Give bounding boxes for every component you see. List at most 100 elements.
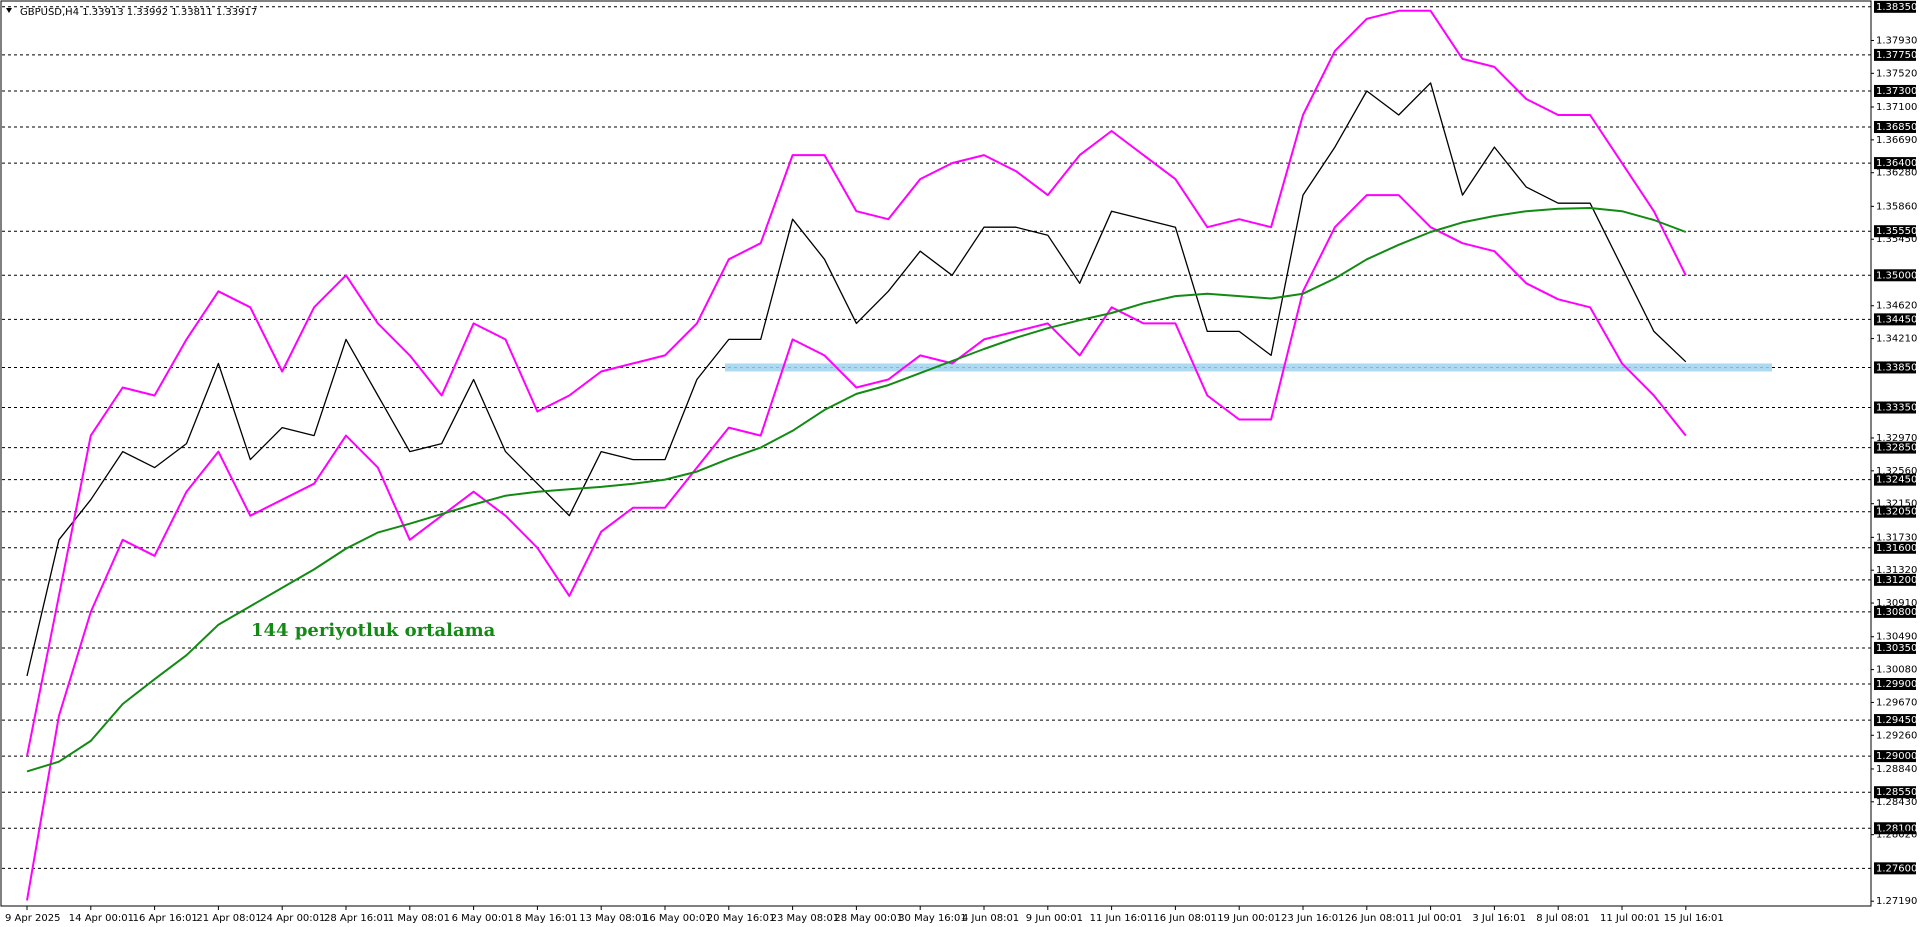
y-tick-label: 1.32150 [1876, 499, 1917, 510]
support-zone [725, 363, 1772, 372]
level-label: 1.35000 [1876, 270, 1917, 281]
price-line [26, 82, 1687, 677]
moving-average [26, 207, 1687, 773]
level-label: 1.31600 [1876, 543, 1917, 554]
x-tick-label: 11 Jun 16:01 [1090, 913, 1154, 924]
x-tick-label: 28 Apr 16:01 [324, 913, 389, 924]
level-label: 1.32050 [1876, 507, 1917, 518]
y-tick-label: 1.28020 [1876, 830, 1917, 841]
y-tick-label: 1.36280 [1876, 168, 1917, 179]
x-tick-label: 16 Apr 16:01 [133, 913, 198, 924]
level-box [1874, 157, 1916, 170]
x-tick-label: 20 May 16:01 [707, 913, 776, 924]
level-label: 1.29450 [1876, 715, 1917, 726]
x-tick-label: 8 Jul 08:01 [1536, 913, 1590, 924]
level-box [1874, 862, 1916, 875]
y-tick-label: 1.28840 [1876, 764, 1917, 775]
level-box [1874, 473, 1916, 486]
x-tick-label: 8 May 16:01 [515, 913, 577, 924]
y-tick-label: 1.30490 [1876, 632, 1917, 643]
x-tick-label: 23 May 08:01 [771, 913, 840, 924]
y-tick-label: 1.37520 [1876, 68, 1917, 79]
level-box [1874, 361, 1916, 374]
x-tick-label: 21 Apr 08:01 [196, 913, 261, 924]
x-tick-label: 26 Jun 08:01 [1345, 913, 1409, 924]
y-tick-label: 1.34210 [1876, 334, 1917, 345]
level-box [1874, 269, 1916, 282]
level-label: 1.27600 [1876, 863, 1917, 874]
level-box [1874, 573, 1916, 586]
x-tick-label: 9 Apr 2025 [5, 913, 60, 924]
level-box [1874, 0, 1916, 13]
level-box [1874, 84, 1916, 97]
level-label: 1.33350 [1876, 403, 1917, 414]
level-box [1874, 714, 1916, 727]
y-tick-label: 1.32560 [1876, 466, 1917, 477]
x-tick-label: 4 Jun 08:01 [962, 913, 1019, 924]
level-box [1874, 313, 1916, 326]
level-label: 1.30350 [1876, 643, 1917, 654]
y-tick-label: 1.37930 [1876, 35, 1917, 46]
x-tick-label: 13 May 08:01 [579, 913, 648, 924]
level-label: 1.36850 [1876, 122, 1917, 133]
level-label: 1.37750 [1876, 50, 1917, 61]
level-box [1874, 641, 1916, 654]
chart-title: GBPUSD,H4 1.33913 1.33992 1.33811 1.3391… [20, 7, 257, 18]
x-tick-label: 11 Jul 00:01 [1600, 913, 1660, 924]
y-tick-label: 1.31730 [1876, 532, 1917, 543]
level-box [1874, 678, 1916, 691]
annotation: 144 periyotluk ortalama [251, 620, 496, 641]
level-box [1874, 541, 1916, 554]
x-tick-label: 24 Apr 00:01 [260, 913, 325, 924]
level-box [1874, 121, 1916, 134]
level-box [1874, 822, 1916, 835]
x-tick-label: 3 Jul 16:01 [1472, 913, 1526, 924]
level-label: 1.38350 [1876, 2, 1917, 13]
y-tick-label: 1.35860 [1876, 201, 1917, 212]
x-tick-label: 14 Apr 00:01 [69, 913, 134, 924]
x-tick-label: 30 May 16:01 [898, 913, 967, 924]
level-box [1874, 750, 1916, 763]
level-box [1874, 48, 1916, 61]
level-label: 1.33850 [1876, 362, 1917, 373]
band-line [26, 9, 1687, 757]
level-label: 1.31200 [1876, 575, 1917, 586]
x-tick-label: 28 May 00:01 [834, 913, 903, 924]
level-label: 1.28550 [1876, 787, 1917, 798]
x-tick-label: 6 May 00:01 [452, 913, 514, 924]
level-label: 1.30800 [1876, 607, 1917, 618]
y-tick-label: 1.30910 [1876, 598, 1917, 609]
y-tick-label: 1.37100 [1876, 102, 1917, 113]
band-line [26, 194, 1687, 901]
level-label: 1.29000 [1876, 751, 1917, 762]
level-box [1874, 441, 1916, 454]
y-tick-label: 1.35450 [1876, 234, 1917, 245]
level-box [1874, 786, 1916, 799]
x-tick-label: 1 May 08:01 [388, 913, 450, 924]
level-label: 1.32850 [1876, 443, 1917, 454]
level-box [1874, 401, 1916, 414]
y-tick-label: 1.36690 [1876, 135, 1917, 146]
level-box [1874, 505, 1916, 518]
y-tick-label: 1.29670 [1876, 697, 1917, 708]
y-tick-label: 1.27190 [1876, 896, 1917, 907]
level-label: 1.32450 [1876, 475, 1917, 486]
y-tick-label: 1.34620 [1876, 301, 1917, 312]
y-tick-label: 1.32970 [1876, 433, 1917, 444]
x-tick-label: 9 Jun 00:01 [1026, 913, 1083, 924]
level-label: 1.34450 [1876, 314, 1917, 325]
level-label: 1.28100 [1876, 823, 1917, 834]
y-tick-label: 1.28430 [1876, 797, 1917, 808]
x-tick-label: 15 Jul 16:01 [1664, 913, 1724, 924]
x-tick-label: 16 May 00:01 [643, 913, 712, 924]
menu-arrow[interactable] [6, 8, 12, 13]
x-tick-label: 19 Jun 00:01 [1217, 913, 1281, 924]
plot-frame [0, 0, 1872, 907]
y-tick-label: 1.31320 [1876, 565, 1917, 576]
y-tick-label: 1.29260 [1876, 730, 1917, 741]
level-box [1874, 605, 1916, 618]
x-tick-label: 23 Jun 16:01 [1281, 913, 1345, 924]
level-label: 1.37300 [1876, 86, 1917, 97]
